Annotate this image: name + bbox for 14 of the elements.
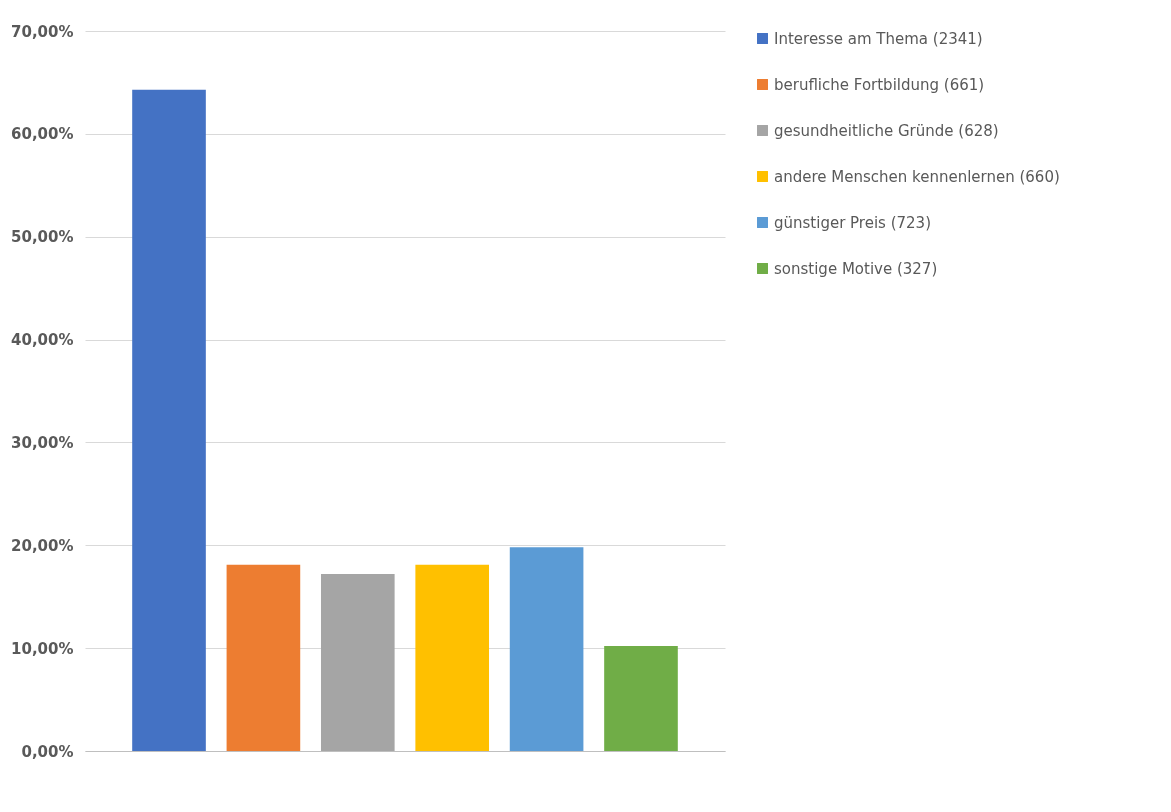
- y-tick-label: 0,00%: [21, 742, 74, 761]
- y-tick-label: 50,00%: [11, 228, 74, 247]
- legend-label: sonstige Motive (327): [774, 259, 938, 278]
- y-tick-label: 20,00%: [11, 536, 74, 555]
- legend-label: andere Menschen kennenlernen (660): [774, 167, 1060, 186]
- y-tick-label: 10,00%: [11, 639, 74, 658]
- y-tick-label: 60,00%: [11, 125, 74, 144]
- y-tick-label: 30,00%: [11, 433, 74, 452]
- legend-label: berufliche Fortbildung (661): [774, 75, 985, 94]
- legend-label: gesundheitliche Gründe (628): [774, 121, 999, 140]
- y-tick-label: 70,00%: [11, 22, 74, 41]
- legend-label: günstiger Preis (723): [774, 213, 932, 232]
- y-tick-label: 40,00%: [11, 331, 74, 350]
- legend-label: Interesse am Thema (2341): [774, 29, 983, 48]
